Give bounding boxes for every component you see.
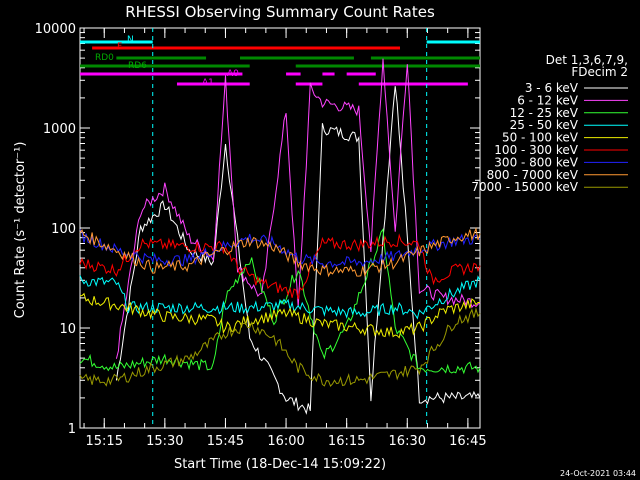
flag-label-rd0: RD0 — [95, 53, 114, 63]
flag-label-a1: A1 — [202, 78, 214, 88]
legend-label: 300 - 800 keV — [494, 155, 578, 169]
series-group — [79, 58, 481, 415]
series-line-2 — [79, 228, 481, 375]
x-tick-label: 16:15 — [328, 434, 365, 449]
y-tick-label: 1 — [68, 422, 76, 437]
x-tick-label: 15:15 — [86, 434, 123, 449]
legend-label: 50 - 100 keV — [502, 131, 579, 145]
legend-label: 6 - 12 keV — [517, 93, 579, 107]
legend-label: 12 - 25 keV — [510, 106, 579, 120]
y-tick-label: 100 — [51, 222, 76, 237]
x-tick-label: 16:30 — [389, 434, 426, 449]
legend-header: FDecim 2 — [571, 65, 628, 79]
legend-label: 7000 - 15000 keV — [471, 180, 578, 194]
x-axis-label: Start Time (18-Dec-14 15:09:22) — [174, 457, 386, 472]
y-tick-label: 10 — [59, 322, 76, 337]
flag-label-n: N — [127, 35, 134, 45]
x-tick-label: 15:45 — [207, 434, 244, 449]
legend-label: 800 - 7000 keV — [487, 168, 579, 182]
legend-label: 3 - 6 keV — [525, 81, 579, 95]
x-tick-label: 16:00 — [267, 434, 304, 449]
x-tick-label: 15:30 — [146, 434, 183, 449]
legend-label: 100 - 300 keV — [494, 143, 578, 157]
series-line-7 — [79, 227, 481, 278]
legend-label: 25 - 50 keV — [510, 118, 579, 132]
flag-label-a0: A0 — [227, 69, 239, 79]
series-line-4 — [79, 292, 480, 339]
series-line-8 — [79, 307, 481, 388]
x-tick-label: 16:45 — [449, 434, 486, 449]
series-line-0 — [115, 86, 481, 415]
series-line-1 — [115, 58, 481, 359]
x-axis: 15:15 15:30 15:45 16:00 16:15 16:30 16:45 — [83, 28, 487, 449]
footer-date: 24-Oct-2021 03:44 — [560, 469, 636, 478]
chart-title: RHESSI Observing Summary Count Rates — [125, 3, 435, 21]
y-tick-label: 10000 — [35, 22, 76, 37]
legend-header: Det 1,3,6,7,9, — [546, 53, 628, 67]
y-axis-label: Count Rate (s⁻¹ detector⁻¹) — [13, 142, 28, 319]
series-line-3 — [79, 275, 481, 320]
y-tick-label: 1000 — [43, 122, 76, 137]
series-line-5 — [79, 233, 481, 300]
flag-label-rd6: RD6 — [128, 61, 147, 71]
flag-label-f: F — [117, 42, 122, 52]
